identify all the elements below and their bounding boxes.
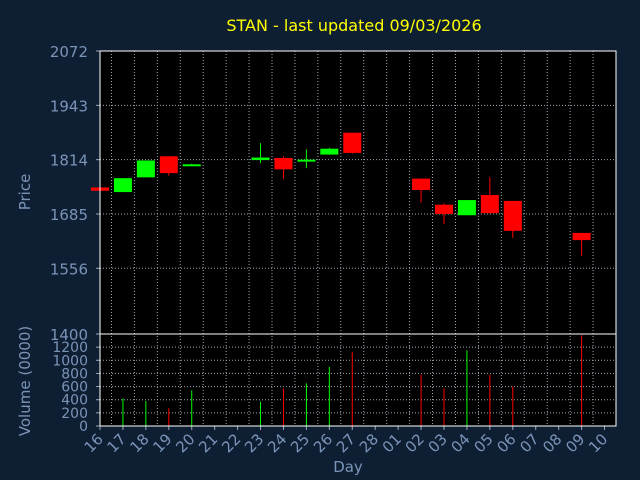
price-tick-label: 1556 <box>50 260 88 278</box>
candle-body <box>572 232 591 241</box>
candle-body <box>412 178 431 190</box>
price-panel <box>100 51 616 334</box>
x-tick-label: 10 <box>585 430 611 456</box>
price-tick-label: 1943 <box>50 97 88 115</box>
price-tick-label: 1685 <box>50 206 88 224</box>
volume-tick-label: 800 <box>61 366 88 382</box>
candle-body <box>182 164 201 167</box>
candle-body <box>297 159 316 162</box>
candle-body <box>480 195 499 214</box>
candle-body <box>457 200 476 216</box>
price-axis-label: Price <box>16 174 34 211</box>
candle-body <box>113 178 132 193</box>
price-tick-label: 1400 <box>50 326 88 344</box>
candle-body <box>320 148 339 155</box>
x-axis-label: Day <box>333 458 363 476</box>
candle-body <box>435 204 453 214</box>
volume-tick-label: 1000 <box>52 353 88 369</box>
volume-tick-label: 1200 <box>52 340 88 356</box>
candle-body <box>136 160 155 178</box>
price-tick-label: 2072 <box>50 43 88 61</box>
price-tick-label: 1814 <box>50 152 88 170</box>
candle-body <box>274 157 293 170</box>
volume-panel-frame <box>99 333 617 427</box>
volume-axis-label: Volume (0000) <box>16 326 34 436</box>
candle-body <box>343 132 362 153</box>
chart-title: STAN - last updated 09/03/2026 <box>226 16 481 35</box>
candle-body <box>251 157 270 161</box>
candle-body <box>503 200 522 231</box>
volume-tick-label: 400 <box>61 393 88 409</box>
volume-tick-label: 200 <box>61 406 88 422</box>
volume-tick-label: 600 <box>61 380 88 396</box>
candle-body <box>159 156 178 174</box>
volume-tick-label: 0 <box>79 419 88 435</box>
volume-panel <box>100 334 616 426</box>
